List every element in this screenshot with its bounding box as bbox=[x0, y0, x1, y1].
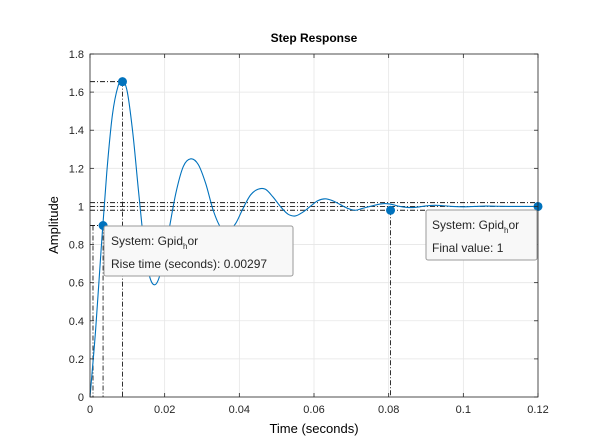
y-tick-label: 1 bbox=[78, 201, 84, 213]
y-tick-label: 0.2 bbox=[69, 354, 84, 366]
x-tick-label: 0.12 bbox=[527, 404, 548, 416]
x-tick-label: 0.04 bbox=[229, 404, 250, 416]
datatip-system-label: System: Gpidhor bbox=[432, 218, 519, 235]
y-axis-label: Amplitude bbox=[46, 196, 61, 254]
y-tick-label: 0.6 bbox=[69, 278, 84, 290]
step-response-line bbox=[89, 79, 538, 398]
x-tick-label: 0.08 bbox=[378, 404, 399, 416]
final-value-datatip[interactable]: System: Gpidhor Final value: 1 bbox=[425, 209, 538, 261]
x-axis-label: Time (seconds) bbox=[269, 421, 358, 436]
x-tick-labels: 0 0.02 0.04 0.06 0.08 0.1 0.12 bbox=[87, 404, 549, 416]
datatip-rise-time: Rise time (seconds): 0.00297 bbox=[111, 257, 267, 271]
x-tick-label: 0.06 bbox=[303, 404, 324, 416]
datatip-system-label: System: Gpidhor bbox=[111, 234, 198, 251]
rise-time-datatip[interactable]: System: Gpidhor Rise time (seconds): 0.0… bbox=[103, 225, 294, 277]
y-tick-label: 1.2 bbox=[69, 163, 84, 175]
x-tick-label: 0.02 bbox=[154, 404, 175, 416]
y-tick-labels: 0 0.2 0.4 0.6 0.8 1 1.2 1.4 1.6 1.8 bbox=[69, 49, 84, 404]
x-tick-label: 0 bbox=[87, 404, 93, 416]
peak-point[interactable] bbox=[117, 77, 127, 87]
y-tick-label: 0.4 bbox=[69, 316, 84, 328]
datatip-final-value: Final value: 1 bbox=[432, 241, 504, 255]
y-tick-label: 1.6 bbox=[69, 87, 84, 99]
x-tick-label: 0.1 bbox=[456, 404, 471, 416]
ticks bbox=[89, 53, 539, 398]
y-tick-label: 0.8 bbox=[69, 240, 84, 252]
y-tick-label: 1.4 bbox=[69, 125, 84, 137]
y-tick-label: 0 bbox=[78, 392, 84, 404]
chart-title: Step Response bbox=[271, 31, 358, 45]
y-tick-label: 1.8 bbox=[69, 49, 84, 61]
settling-point[interactable] bbox=[386, 205, 396, 215]
